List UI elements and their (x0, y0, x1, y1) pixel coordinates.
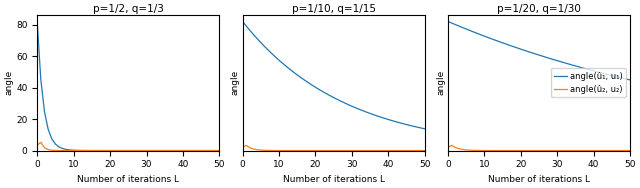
angle(û₂, u₂) (59, 149, 67, 152)
angle(û₂, u₂) (377, 149, 385, 152)
angle(û₁, u₁) (88, 149, 96, 152)
angle(û₁, u₁) (370, 114, 378, 116)
angle(û₁, u₁) (293, 74, 301, 76)
Y-axis label: angle: angle (436, 70, 445, 95)
angle(û₂, u₂) (172, 149, 179, 152)
angle(û₂, u₂) (301, 149, 308, 152)
Y-axis label: angle: angle (231, 70, 240, 95)
angle(û₁, u₁) (623, 78, 630, 80)
angle(û₂, u₂) (417, 149, 425, 152)
Line: angle(û₂, u₂): angle(û₂, u₂) (448, 145, 630, 151)
angle(û₁, u₁) (499, 42, 506, 44)
angle(û₁, u₁) (417, 127, 425, 129)
angle(û₁, u₁) (216, 149, 223, 152)
X-axis label: Number of iterations L: Number of iterations L (77, 175, 179, 184)
X-axis label: Number of iterations L: Number of iterations L (488, 175, 590, 184)
angle(û₁, u₁) (444, 20, 452, 23)
angle(û₂, u₂) (582, 149, 590, 152)
angle(û₂, u₂) (623, 149, 630, 152)
angle(û₂, u₂) (243, 144, 250, 146)
angle(û₂, u₂) (506, 149, 514, 152)
Title: p=1/2, q=1/3: p=1/2, q=1/3 (93, 4, 164, 14)
angle(û₂, u₂) (275, 149, 283, 152)
Title: p=1/20, q=1/30: p=1/20, q=1/30 (497, 4, 581, 14)
angle(û₁, u₁) (359, 110, 367, 112)
angle(û₂, u₂) (161, 149, 168, 152)
angle(û₁, u₁) (627, 79, 634, 81)
angle(û₂, u₂) (212, 149, 220, 152)
angle(û₂, u₂) (81, 149, 88, 152)
angle(û₂, u₂) (447, 144, 455, 146)
angle(û₂, u₂) (488, 149, 495, 152)
angle(û₂, u₂) (37, 141, 45, 143)
angle(û₁, u₁) (74, 149, 81, 152)
Line: angle(û₂, u₂): angle(û₂, u₂) (37, 142, 220, 151)
angle(û₂, u₂) (216, 149, 223, 152)
Line: angle(û₁, u₁): angle(û₁, u₁) (37, 21, 220, 151)
angle(û₁, u₁) (279, 62, 287, 64)
angle(û₂, u₂) (33, 144, 41, 146)
angle(û₁, u₁) (33, 20, 41, 23)
angle(û₁, u₁) (575, 66, 583, 68)
angle(û₁, u₁) (92, 149, 99, 152)
angle(û₁, u₁) (297, 76, 305, 79)
angle(û₂, u₂) (286, 149, 294, 152)
angle(û₂, u₂) (492, 149, 499, 152)
angle(û₂, u₂) (421, 149, 429, 152)
angle(û₁, u₁) (564, 63, 572, 65)
angle(û₂, u₂) (572, 149, 579, 152)
angle(û₁, u₁) (502, 43, 510, 45)
angle(û₂, u₂) (509, 149, 517, 152)
angle(û₂, u₂) (99, 149, 107, 152)
Line: angle(û₂, u₂): angle(û₂, u₂) (243, 145, 425, 151)
Legend: angle(û₁, u₁), angle(û₂, u₂): angle(û₁, u₁), angle(û₂, u₂) (550, 68, 626, 97)
angle(û₂, u₂) (366, 149, 374, 152)
angle(û₁, u₁) (239, 20, 246, 23)
angle(û₁, u₁) (164, 149, 172, 152)
angle(û₂, u₂) (444, 146, 452, 149)
angle(û₁, u₁) (421, 128, 429, 130)
angle(û₂, u₂) (304, 149, 312, 152)
Line: angle(û₁, u₁): angle(û₁, u₁) (448, 21, 630, 80)
angle(û₂, u₂) (627, 149, 634, 152)
angle(û₁, u₁) (484, 36, 492, 39)
Title: p=1/10, q=1/15: p=1/10, q=1/15 (292, 4, 376, 14)
Line: angle(û₁, u₁): angle(û₁, u₁) (243, 21, 425, 129)
X-axis label: Number of iterations L: Number of iterations L (283, 175, 385, 184)
angle(û₁, u₁) (154, 149, 161, 152)
angle(û₂, u₂) (95, 149, 103, 152)
angle(û₁, u₁) (212, 149, 220, 152)
Y-axis label: angle: angle (4, 70, 13, 95)
angle(û₂, u₂) (239, 146, 246, 149)
